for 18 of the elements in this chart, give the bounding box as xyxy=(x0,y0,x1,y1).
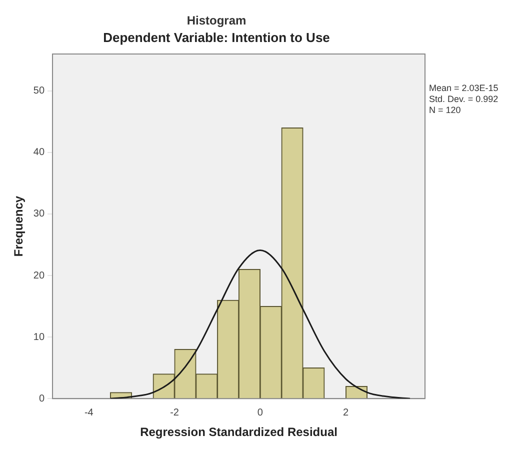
x-axis-title: Regression Standardized Residual xyxy=(140,425,338,440)
chart-title: Histogram xyxy=(186,14,246,28)
y-tick-label: 10 xyxy=(33,332,45,343)
y-axis-title: Frequency xyxy=(12,196,26,257)
y-tick-label: 20 xyxy=(33,270,45,282)
line-series xyxy=(110,250,411,399)
text: Std. Dev. = 0.992 xyxy=(429,94,498,104)
y-tick-label: 40 xyxy=(33,147,45,158)
y-tick-label: 0 xyxy=(38,393,45,404)
x-tick-label: -4 xyxy=(84,407,94,418)
x-tick-label: 2 xyxy=(343,407,350,418)
text: N = 120 xyxy=(429,104,461,115)
chart-subtitle: Dependent Variable: Intention to Use xyxy=(103,30,330,45)
x-tick-label: 0 xyxy=(257,407,264,418)
y-tick-label: 30 xyxy=(33,208,45,220)
y-tick-label: 50 xyxy=(33,86,45,97)
x-tick-label: -2 xyxy=(170,407,180,418)
text: Mean = 2.03E-15 xyxy=(429,82,498,93)
